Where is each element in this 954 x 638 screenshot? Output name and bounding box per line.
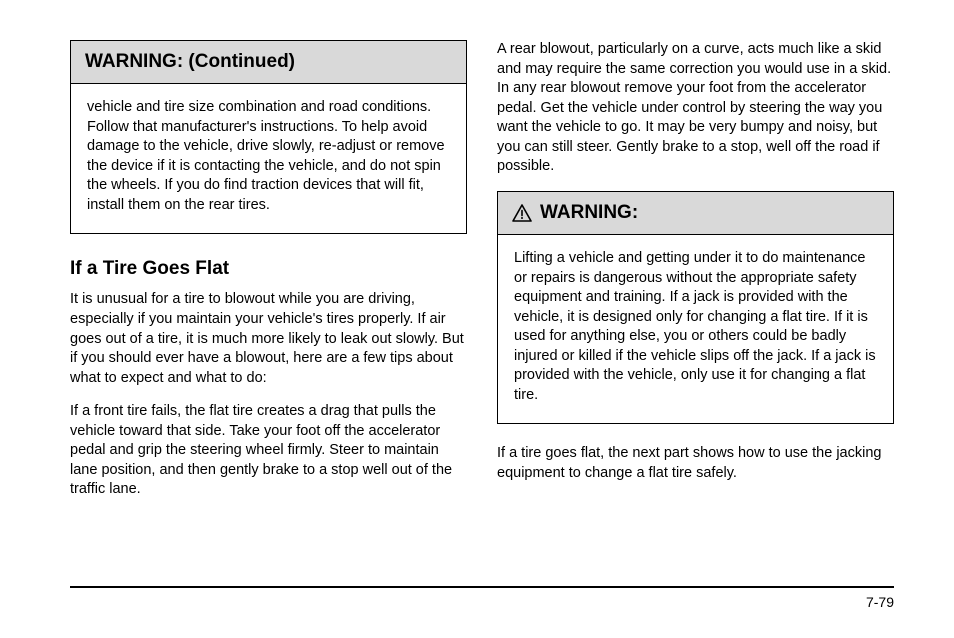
page-number: 7-79 [866, 594, 894, 610]
warning-triangle-icon [512, 204, 532, 222]
left-paragraph-1: It is unusual for a tire to blowout whil… [70, 290, 467, 388]
page-footer: 7-79 [70, 586, 894, 610]
section-heading-flat-tire: If a Tire Goes Flat [70, 258, 467, 280]
right-paragraph-2: If a tire goes flat, the next part shows… [497, 444, 894, 483]
warning-continued-title: WARNING: (Continued) [85, 51, 295, 73]
warning-continued-box: WARNING: (Continued) vehicle and tire si… [70, 40, 467, 234]
left-paragraph-2: If a front tire fails, the flat tire cre… [70, 402, 467, 500]
right-paragraph-1: A rear blowout, particularly on a curve,… [497, 40, 894, 177]
warning-box: WARNING: Lifting a vehicle and getting u… [497, 191, 894, 425]
left-column: WARNING: (Continued) vehicle and tire si… [70, 40, 467, 560]
warning-title: WARNING: [540, 202, 638, 224]
warning-body: Lifting a vehicle and getting under it t… [498, 235, 893, 424]
warning-header: WARNING: [498, 192, 893, 235]
right-column: A rear blowout, particularly on a curve,… [497, 40, 894, 560]
page-content: WARNING: (Continued) vehicle and tire si… [70, 40, 894, 560]
warning-continued-header: WARNING: (Continued) [71, 41, 466, 84]
warning-continued-body: vehicle and tire size combination and ro… [71, 84, 466, 233]
